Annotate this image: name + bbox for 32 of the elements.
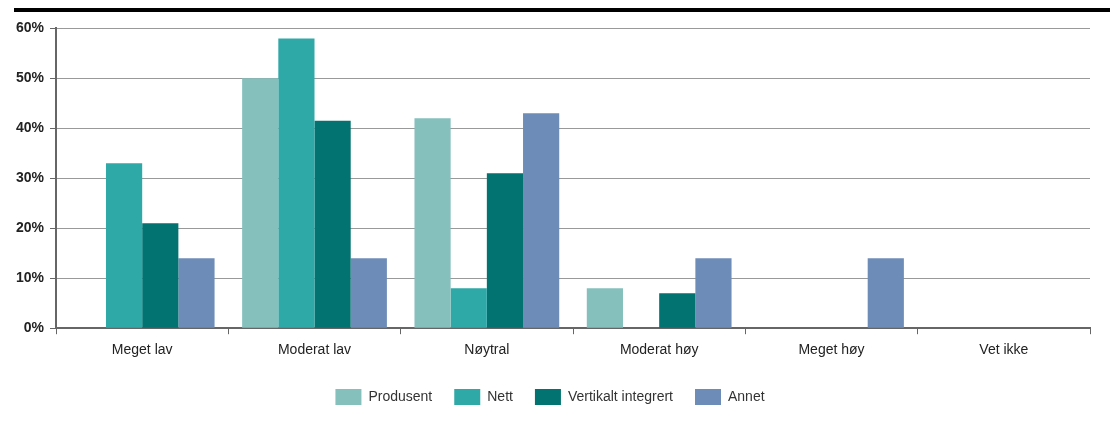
bar xyxy=(867,258,904,328)
bar xyxy=(414,118,451,328)
bar xyxy=(278,38,315,328)
y-tick-label: 50% xyxy=(15,69,45,86)
y-tick-label: 20% xyxy=(15,219,45,236)
x-tick-label: Moderat lav xyxy=(277,341,352,358)
y-tick-label: 40% xyxy=(15,119,45,136)
bar xyxy=(586,288,623,328)
bar xyxy=(142,223,179,328)
x-tick-label: Meget lav xyxy=(111,341,173,358)
x-tick-label: Vet ikke xyxy=(979,341,1029,358)
y-tick-label: 0% xyxy=(23,319,45,336)
bar xyxy=(659,293,696,328)
bar xyxy=(314,120,351,328)
x-tick-label: Nøytral xyxy=(464,341,510,358)
bar xyxy=(486,173,524,328)
x-tick-label: Moderat høy xyxy=(619,341,699,358)
legend-label: Vertikalt integrert xyxy=(567,387,674,404)
y-tick-label: 60% xyxy=(15,19,45,36)
bar xyxy=(178,258,215,328)
bar xyxy=(350,258,387,328)
legend-label: Produsent xyxy=(368,387,433,404)
y-tick-label: 10% xyxy=(15,269,45,286)
legend-label: Annet xyxy=(727,387,765,404)
bar xyxy=(695,258,732,328)
legend-label: Nett xyxy=(487,387,514,404)
bar xyxy=(450,288,487,328)
x-tick-label: Meget høy xyxy=(798,341,865,358)
bar xyxy=(242,78,279,328)
y-tick-label: 30% xyxy=(15,169,45,186)
bar xyxy=(523,113,560,328)
bar xyxy=(106,163,143,328)
